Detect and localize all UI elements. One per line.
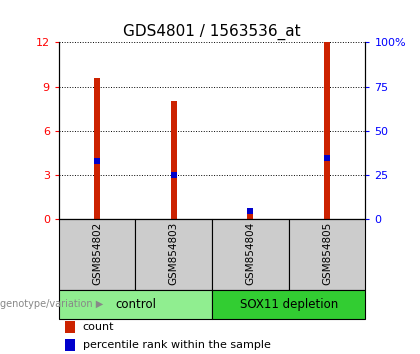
Text: GSM854802: GSM854802 (92, 222, 102, 285)
Bar (324, 42, 330, 219)
Bar (65, 321, 75, 333)
Title: GDS4801 / 1563536_at: GDS4801 / 1563536_at (123, 23, 301, 40)
Text: SOX11 depletion: SOX11 depletion (240, 298, 338, 311)
Text: count: count (83, 322, 114, 332)
Bar (65, 339, 75, 351)
Bar (94, 78, 100, 219)
Text: percentile rank within the sample: percentile rank within the sample (83, 340, 270, 350)
Text: genotype/variation ▶: genotype/variation ▶ (0, 299, 104, 309)
Bar (59, 219, 135, 290)
Bar (171, 102, 177, 219)
Text: GSM854804: GSM854804 (245, 222, 255, 285)
Bar (212, 290, 365, 319)
Text: GSM854805: GSM854805 (322, 222, 332, 285)
Bar (59, 290, 212, 319)
Bar (247, 209, 254, 219)
Text: GSM854803: GSM854803 (169, 222, 179, 285)
Bar (135, 219, 212, 290)
Text: control: control (115, 298, 156, 311)
Bar (289, 219, 365, 290)
Bar (212, 219, 289, 290)
